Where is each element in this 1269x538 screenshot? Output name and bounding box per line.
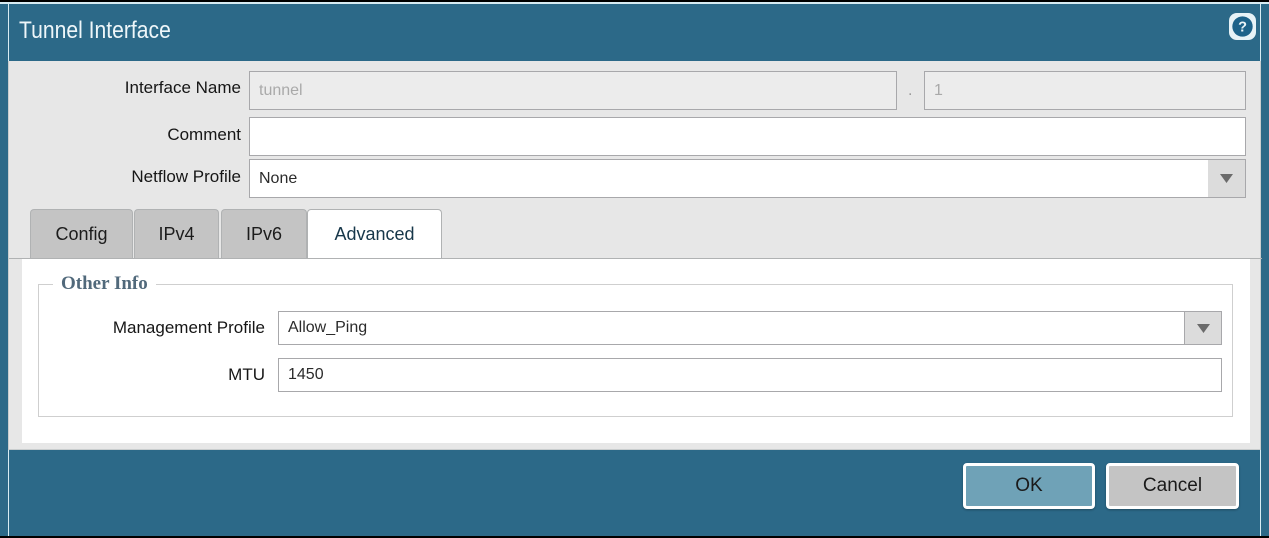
svg-text:?: ?	[1238, 20, 1247, 36]
